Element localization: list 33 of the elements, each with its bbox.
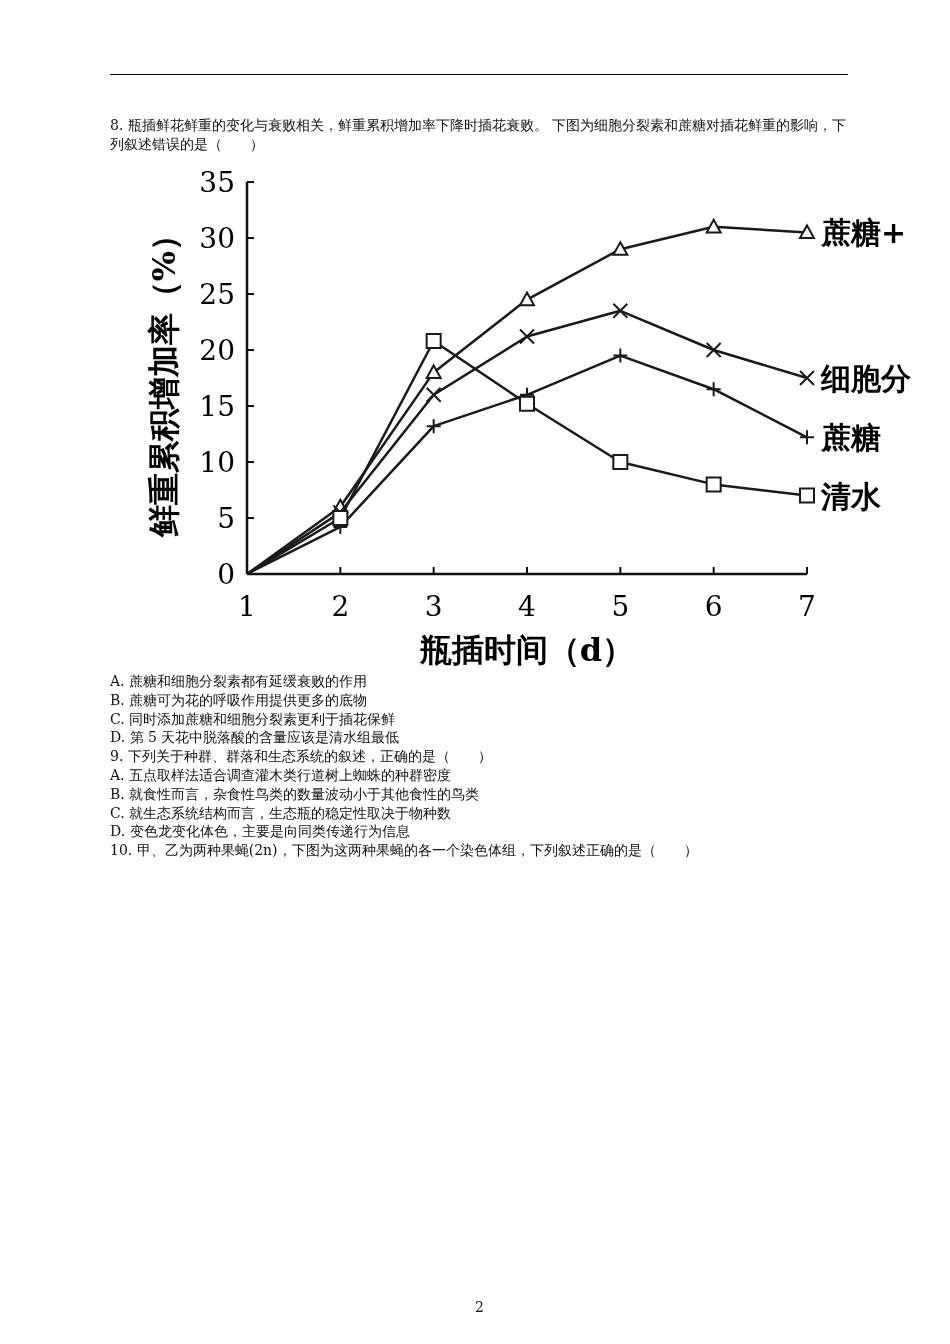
text: 9. 下列关于种群、群落和生态系统的叙述，正确的是（ ） [110, 747, 492, 767]
x-tick-label: 3 [424, 590, 443, 623]
y-tick-label: 20 [199, 334, 235, 367]
y-axis-title: 鲜重累积增加率（%） [145, 218, 183, 539]
series-label: 蔗糖 [820, 420, 881, 456]
series-label: 清水 [820, 478, 882, 514]
y-tick-label: 10 [199, 446, 235, 479]
x-tick-label: 1 [238, 590, 256, 623]
y-tick-label: 25 [199, 278, 235, 311]
y-tick-label: 15 [199, 390, 235, 423]
y-tick-label: 0 [217, 558, 235, 591]
y-tick-label: 30 [199, 222, 235, 255]
series-label: 细胞分 [820, 361, 911, 396]
text: B. 就食性而言，杂食性鸟类的数量波动小于其他食性的鸟类 [110, 784, 480, 804]
text: 2 [475, 1298, 484, 1317]
text: B. 蔗糖可为花的呼吸作用提供更多的底物 [110, 690, 368, 710]
x-axis-title: 瓶插时间（d） [418, 631, 635, 669]
text: A. 五点取样法适合调查灌木类行道树上蜘蛛的种群密度 [110, 766, 452, 785]
x-tick-label: 4 [518, 590, 536, 623]
y-tick-label: 5 [217, 502, 235, 535]
text: 10. 甲、乙为两种果蝇(2n)，下图为这两种果蝇的各一个染色体组，下列叙述正确的是（ ） [110, 841, 698, 861]
text: C. 同时添加蔗糖和细胞分裂素更利于插花保鲜 [110, 709, 396, 729]
x-tick-label: 7 [798, 590, 816, 623]
y-tick-label: 35 [199, 166, 235, 199]
x-tick-label: 5 [611, 590, 630, 623]
x-tick-label: 6 [704, 590, 723, 623]
text: A. 蔗糖和细胞分裂素都有延缓衰败的作用 [110, 672, 368, 691]
series-label: 蔗糖+ [820, 215, 907, 251]
text: C. 就生态系统结构而言，生态瓶的稳定性取决于物种数 [110, 803, 452, 823]
text: D. 变色龙变化体色，主要是向同类传递行为信息 [110, 822, 410, 842]
text: D. 第 5 天花中脱落酸的含量应该是清水组最低 [110, 728, 400, 748]
chart-title: 8. 瓶插鲜花鲜重的变化与衰败相关，鲜重累积增加率下降时插花衰败。 下图为细胞分裂素和蔗糖对插花鲜重的影响，下列叙述错误的是（ ） [110, 116, 848, 154]
x-tick-label: 2 [331, 590, 350, 623]
